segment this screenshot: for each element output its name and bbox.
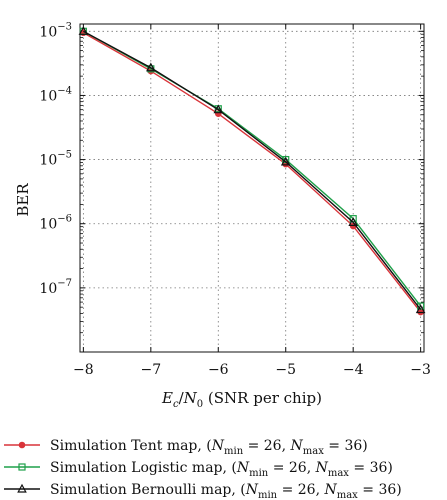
legend-label: Simulation Tent map, (Nmin = 26, Nmax = …	[50, 438, 368, 457]
series-triangle	[78, 26, 426, 314]
legend-item: Simulation Logistic map, (Nmin = 26, Nma…	[4, 460, 393, 479]
y-tick-label: 10−4	[39, 85, 72, 104]
series-group	[78, 26, 426, 316]
data-point	[348, 217, 358, 226]
data-point	[213, 104, 224, 114]
x-tick-label: −7	[141, 362, 162, 378]
plot-frame	[79, 23, 425, 353]
legend: Simulation Tent map, (Nmin = 26, Nmax = …	[4, 438, 402, 500]
x-tick-label: −6	[208, 362, 229, 378]
legend-marker	[17, 483, 27, 493]
series-square	[79, 27, 425, 310]
data-point	[78, 26, 89, 35]
legend-item: Simulation Bernoulli map, (Nmin = 26, Nm…	[4, 482, 402, 500]
legend-marker	[18, 441, 26, 449]
legend-label: Simulation Bernoulli map, (Nmin = 26, Nm…	[50, 482, 402, 500]
series-line	[83, 30, 422, 310]
legend-item: Simulation Tent map, (Nmin = 26, Nmax = …	[4, 438, 368, 457]
x-axis: −8 −7 −6 −5 −4 −3	[73, 24, 431, 378]
series-line	[83, 30, 422, 307]
y-tick-label: 10−3	[39, 21, 72, 40]
y-axis: 10−3 10−4 10−5 10−6 10−7	[39, 21, 424, 334]
x-tick-label: −4	[343, 362, 364, 378]
data-point	[280, 156, 291, 166]
y-tick-label: 10−7	[39, 278, 72, 297]
data-point	[415, 304, 426, 314]
x-axis-label: Ec/N0 (SNR per chip)	[161, 389, 322, 410]
x-tick-label: −8	[73, 362, 94, 378]
x-tick-label: −5	[275, 362, 296, 378]
data-point	[146, 62, 156, 72]
grid-lines	[80, 24, 424, 352]
series-line	[83, 32, 422, 313]
legend-marker	[18, 463, 26, 471]
legend-label: Simulation Logistic map, (Nmin = 26, Nma…	[50, 460, 393, 479]
x-tick-label: −3	[410, 362, 431, 378]
y-tick-label: 10−6	[39, 214, 72, 233]
y-tick-label: 10−5	[39, 150, 72, 169]
series-circle	[80, 29, 424, 316]
y-axis-label: BER	[14, 183, 32, 217]
